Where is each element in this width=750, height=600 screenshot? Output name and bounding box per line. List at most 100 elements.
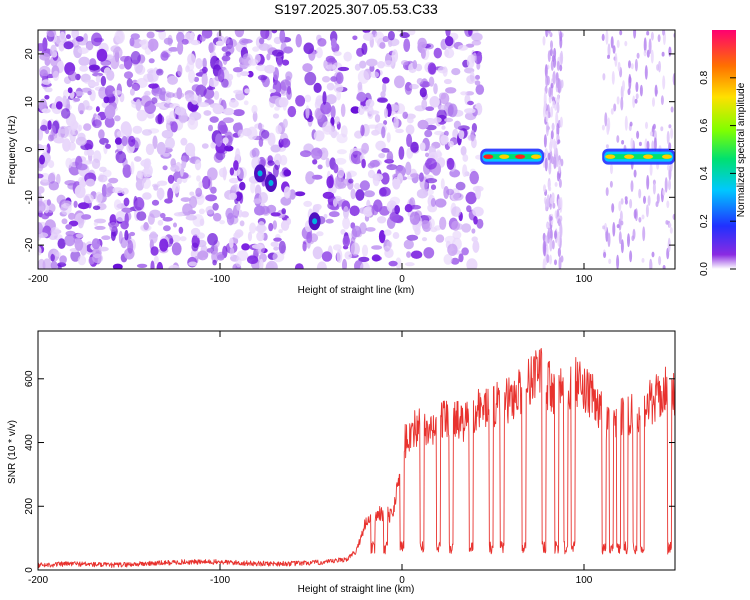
heatmap-noise-cell: [450, 257, 460, 265]
heatmap-noise-cell: [74, 238, 84, 251]
heatmap-noise-cell: [156, 68, 164, 76]
heatmap-noise-cell: [164, 198, 173, 204]
heatmap-noise-cell: [176, 177, 182, 185]
heatmap-noise-cell: [215, 133, 223, 147]
heatmap-noise-cell: [234, 229, 244, 238]
heatmap-noise-cell: [156, 187, 165, 200]
heatmap-noise-cell: [165, 92, 175, 98]
heatmap-noise-cell: [251, 104, 258, 114]
heatmap-noise-cell: [78, 202, 90, 210]
heatmap-noise-cell: [278, 229, 283, 234]
heatmap-noise-cell: [547, 152, 551, 161]
heatmap-noise-cell: [464, 108, 476, 114]
heatmap-noise-cell: [313, 130, 325, 142]
heatmap-noise-cell: [616, 135, 620, 143]
heatmap-noise-cell: [280, 79, 291, 91]
heatmap-noise-cell: [154, 30, 166, 33]
heatmap-noise-cell: [616, 39, 620, 49]
heatmap-noise-cell: [634, 98, 638, 104]
heatmap-noise-cell: [643, 37, 647, 53]
heatmap-noise-cell: [212, 259, 217, 266]
heatmap-noise-cell: [209, 116, 219, 123]
heatmap-noise-cell: [179, 236, 187, 242]
heatmap-noise-cell: [668, 124, 672, 129]
heatmap-noise-cell: [420, 48, 426, 59]
heatmap-noise-cell: [545, 30, 549, 38]
heatmap-noise-cell: [127, 240, 134, 254]
heatmap-noise-cell: [607, 232, 611, 248]
heatmap-noise-cell: [546, 254, 550, 264]
heatmap-noise-cell: [86, 149, 95, 156]
heatmap-noise-cell: [560, 79, 564, 89]
heatmap-noise-cell: [229, 237, 234, 249]
heatmap-noise-cell: [645, 204, 649, 218]
y-tick-label: 0: [24, 567, 35, 573]
heatmap-noise-cell: [652, 181, 656, 195]
heatmap-noise-cell: [251, 244, 264, 249]
heatmap-noise-cell: [50, 226, 60, 237]
heatmap-noise-cell: [361, 158, 366, 169]
heatmap-noise-cell: [251, 147, 260, 158]
heatmap-noise-cell: [359, 60, 367, 69]
heatmap-noise-cell: [134, 156, 142, 162]
heatmap-noise-cell: [627, 88, 631, 96]
heatmap-noise-cell: [336, 249, 343, 263]
heatmap-noise-cell: [294, 191, 306, 197]
heatmap-noise-cell: [612, 222, 616, 237]
colorbar-tick-label: 0.2: [699, 214, 710, 228]
heatmap-noise-cell: [624, 115, 628, 131]
heatmap-noise-cell: [643, 50, 647, 57]
heatmap-noise-cell: [457, 44, 468, 51]
heatmap-noise-cell: [126, 78, 133, 88]
heatmap-noise-cell: [257, 74, 268, 81]
heatmap-noise-cell: [268, 222, 274, 232]
colorbar-gradient: [712, 30, 736, 269]
heatmap-noise-cell: [39, 52, 51, 61]
heatmap-noise-cell: [92, 72, 104, 77]
heatmap-noise-cell: [396, 30, 406, 33]
heatmap-noise-cell: [445, 30, 451, 37]
heatmap-noise-cell: [605, 144, 609, 149]
heatmap-noise-cell: [666, 164, 670, 171]
x-tick-label: -200: [28, 575, 48, 586]
heatmap-noise-cell: [159, 238, 169, 252]
heatmap-noise-cell: [354, 182, 361, 190]
heatmap-noise-cell: [193, 76, 200, 82]
heatmap-noise-cell: [377, 216, 387, 224]
heatmap-noise-cell: [328, 131, 340, 136]
heatmap-noise-cell: [624, 40, 628, 47]
heatmap-noise-cell: [85, 178, 96, 187]
heatmap-noise-cell: [82, 100, 90, 110]
heatmap-noise-cell: [171, 242, 182, 256]
heatmap-noise-cell: [361, 42, 368, 55]
colorbar-tick-label: 0.8: [699, 70, 710, 84]
heatmap-noise-cell: [243, 100, 249, 106]
heatmap-noise-cell: [237, 129, 245, 138]
heatmap-noise-cell: [96, 48, 108, 62]
heatmap-noise-cell: [131, 82, 141, 91]
heatmap-noise-cell: [389, 196, 401, 206]
heatmap-noise-cell: [267, 160, 275, 166]
heatmap-noise-cell: [406, 251, 412, 258]
heatmap-noise-cell: [216, 31, 222, 39]
heatmap-noise-cell: [156, 261, 164, 269]
heatmap-noise-cell: [185, 93, 194, 103]
heatmap-noise-cell: [639, 84, 643, 97]
heatmap-noise-cell: [65, 224, 73, 230]
heatmap-noise-cell: [156, 180, 168, 186]
heatmap-noise-cell: [549, 216, 553, 221]
heatmap-noise-cell: [365, 99, 375, 108]
heatmap-noise-cell: [371, 204, 379, 216]
heatmap-noise-cell: [336, 90, 341, 101]
heatmap-noise-cell: [68, 141, 76, 151]
heatmap-noise-cell: [153, 255, 159, 265]
heatmap-noise-cell: [550, 130, 554, 140]
heatmap-noise-cell: [157, 219, 164, 226]
heatmap-noise-cell: [603, 251, 607, 258]
heatmap-noise-cell: [409, 83, 419, 90]
heatmap-noise-cell: [608, 258, 612, 264]
signal-peak: [624, 154, 635, 159]
heatmap-noise-cell: [113, 46, 123, 59]
heatmap-noise-cell: [101, 235, 111, 240]
heatmap-noise-cell: [381, 148, 390, 153]
